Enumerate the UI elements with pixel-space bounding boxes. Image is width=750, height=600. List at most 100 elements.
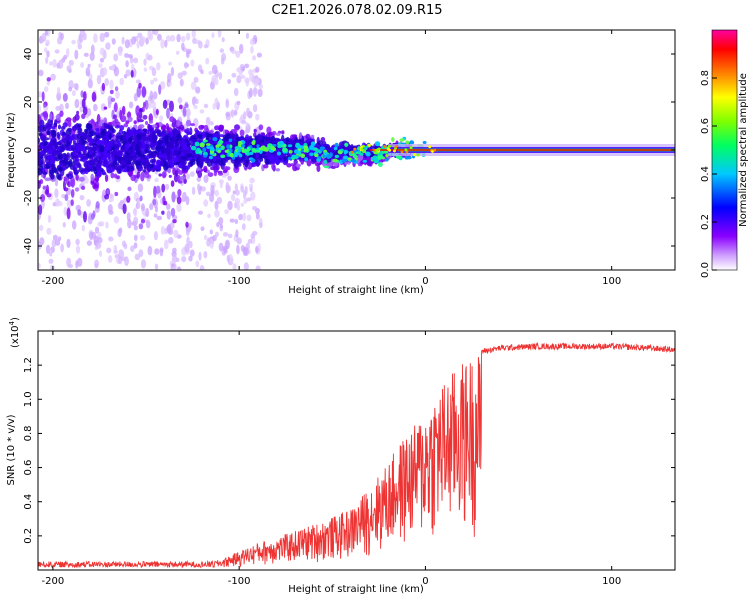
spectrogram-cell bbox=[94, 226, 100, 234]
spectrogram-cell bbox=[93, 136, 97, 143]
spectrogram-cell bbox=[196, 167, 202, 172]
spectrogram-cell bbox=[233, 160, 239, 168]
spectrogram-cell bbox=[45, 244, 51, 254]
spectrogram-cell bbox=[236, 75, 242, 84]
spectrogram-cell bbox=[47, 215, 52, 223]
spectrogram-cell bbox=[57, 124, 62, 130]
spectrogram-cell bbox=[261, 154, 268, 159]
spectrogram-cell bbox=[50, 173, 55, 180]
spectrogram-cell bbox=[176, 174, 181, 182]
spectrogram-cell bbox=[54, 49, 60, 54]
spectrogram-cell bbox=[400, 150, 404, 154]
spectrogram-cell bbox=[238, 69, 243, 76]
spectrogram-cell bbox=[294, 155, 299, 159]
spectrogram-cell bbox=[140, 36, 146, 44]
spectrogram-cell bbox=[185, 50, 190, 59]
spectrogram-cell bbox=[394, 145, 398, 149]
spectrogram-cell bbox=[51, 148, 58, 155]
spectrogram-cell bbox=[209, 229, 213, 235]
spectrogram-cell bbox=[83, 91, 87, 101]
spectrogram-cell bbox=[161, 183, 166, 193]
spectrogram-cell bbox=[52, 139, 56, 146]
spectrogram-cell bbox=[40, 134, 47, 141]
spectrogram-cell bbox=[281, 134, 285, 143]
y-tick-label: 0 bbox=[23, 147, 34, 153]
x-tick-label: -200 bbox=[42, 276, 65, 287]
spectrogram-cell bbox=[108, 121, 113, 126]
spectrogram-cell bbox=[218, 140, 224, 144]
spectrogram-cell bbox=[142, 169, 146, 173]
spectrogram-cell bbox=[118, 168, 122, 174]
spectrogram-cell bbox=[179, 155, 186, 159]
spectrogram-cell bbox=[203, 139, 208, 143]
spectrogram-cell bbox=[65, 134, 71, 140]
spectrogram-cell bbox=[243, 148, 247, 154]
spectrogram-cell bbox=[125, 60, 129, 68]
snr-series-line bbox=[38, 341, 675, 569]
colorbar-gradient bbox=[712, 30, 737, 270]
spectrogram-cell bbox=[218, 72, 223, 80]
spectrogram-cell bbox=[71, 90, 76, 97]
spectrogram-cell bbox=[246, 197, 252, 202]
spectrogram-cell bbox=[51, 166, 57, 173]
spectrogram-cell bbox=[95, 201, 100, 209]
spectrogram-cell bbox=[199, 142, 205, 148]
spectrogram-cell bbox=[229, 218, 235, 223]
spectrogram-cell bbox=[268, 156, 274, 160]
spectrogram-cell bbox=[77, 127, 81, 136]
spectrogram-cell bbox=[137, 32, 143, 39]
spectrogram-cell bbox=[218, 124, 225, 130]
spectrogram-cell bbox=[134, 168, 139, 174]
spectrogram-cell bbox=[136, 134, 142, 140]
spectrogram-cell bbox=[66, 207, 71, 220]
spectrogram-cell bbox=[44, 30, 49, 36]
spectrogram-cell bbox=[78, 176, 85, 182]
spectrogram-cell bbox=[233, 128, 238, 133]
spectrogram-cell bbox=[225, 184, 231, 193]
spectrogram-cell bbox=[75, 174, 79, 181]
spectrogram-cell bbox=[184, 243, 190, 253]
spectrogram-cell bbox=[255, 245, 259, 254]
spectrogram-cell bbox=[92, 146, 97, 152]
spectrogram-cell bbox=[181, 42, 185, 51]
spectrogram-cell bbox=[106, 152, 111, 157]
spectrogram-cell bbox=[304, 157, 308, 162]
spectrogram-cell bbox=[76, 110, 80, 115]
spectrogram-cell bbox=[203, 251, 208, 259]
spectrogram-cell bbox=[118, 50, 123, 56]
spectrogram-cell bbox=[179, 124, 185, 131]
spectrogram-cell bbox=[234, 183, 238, 191]
spectrogram-cell bbox=[123, 243, 128, 250]
spectrogram-cell bbox=[136, 79, 141, 84]
spectrogram-cell bbox=[143, 67, 148, 72]
spectrogram-cell bbox=[211, 162, 215, 167]
spectrogram-cell bbox=[130, 174, 136, 182]
spectrogram-cell bbox=[45, 39, 50, 46]
y-tick-label: 0.8 bbox=[23, 425, 34, 441]
spectrogram-cell bbox=[101, 128, 107, 135]
spectrogram-cell bbox=[190, 145, 197, 151]
spectrogram-cell bbox=[113, 53, 119, 62]
spectrogram-cell bbox=[47, 154, 54, 160]
spectrogram-cell bbox=[66, 65, 72, 72]
spectrogram-cell bbox=[246, 214, 252, 222]
spectrogram-cell bbox=[195, 260, 200, 268]
spectrogram-cell bbox=[283, 156, 287, 162]
spectrogram-cell bbox=[77, 153, 84, 158]
spectrogram-cell bbox=[43, 104, 47, 108]
spectrogram-cell bbox=[81, 185, 86, 190]
spectrogram-cell bbox=[258, 124, 264, 131]
spectrogram-cell bbox=[126, 154, 133, 162]
spectrogram-cell bbox=[108, 166, 115, 173]
spectrogram-cell bbox=[190, 59, 195, 67]
spectrogram-cell bbox=[220, 145, 225, 150]
spectrogram-cell bbox=[224, 209, 229, 215]
spectrogram-cell bbox=[258, 147, 264, 151]
spectrogram-cell bbox=[153, 30, 159, 36]
spectrogram-cell bbox=[326, 154, 331, 160]
spectrogram-cell bbox=[181, 35, 186, 43]
svg-text:(x104): (x104) bbox=[8, 317, 21, 348]
spectrogram-cell bbox=[252, 104, 258, 113]
spectrogram-cell bbox=[138, 119, 144, 123]
spectrogram-cell bbox=[125, 134, 130, 140]
